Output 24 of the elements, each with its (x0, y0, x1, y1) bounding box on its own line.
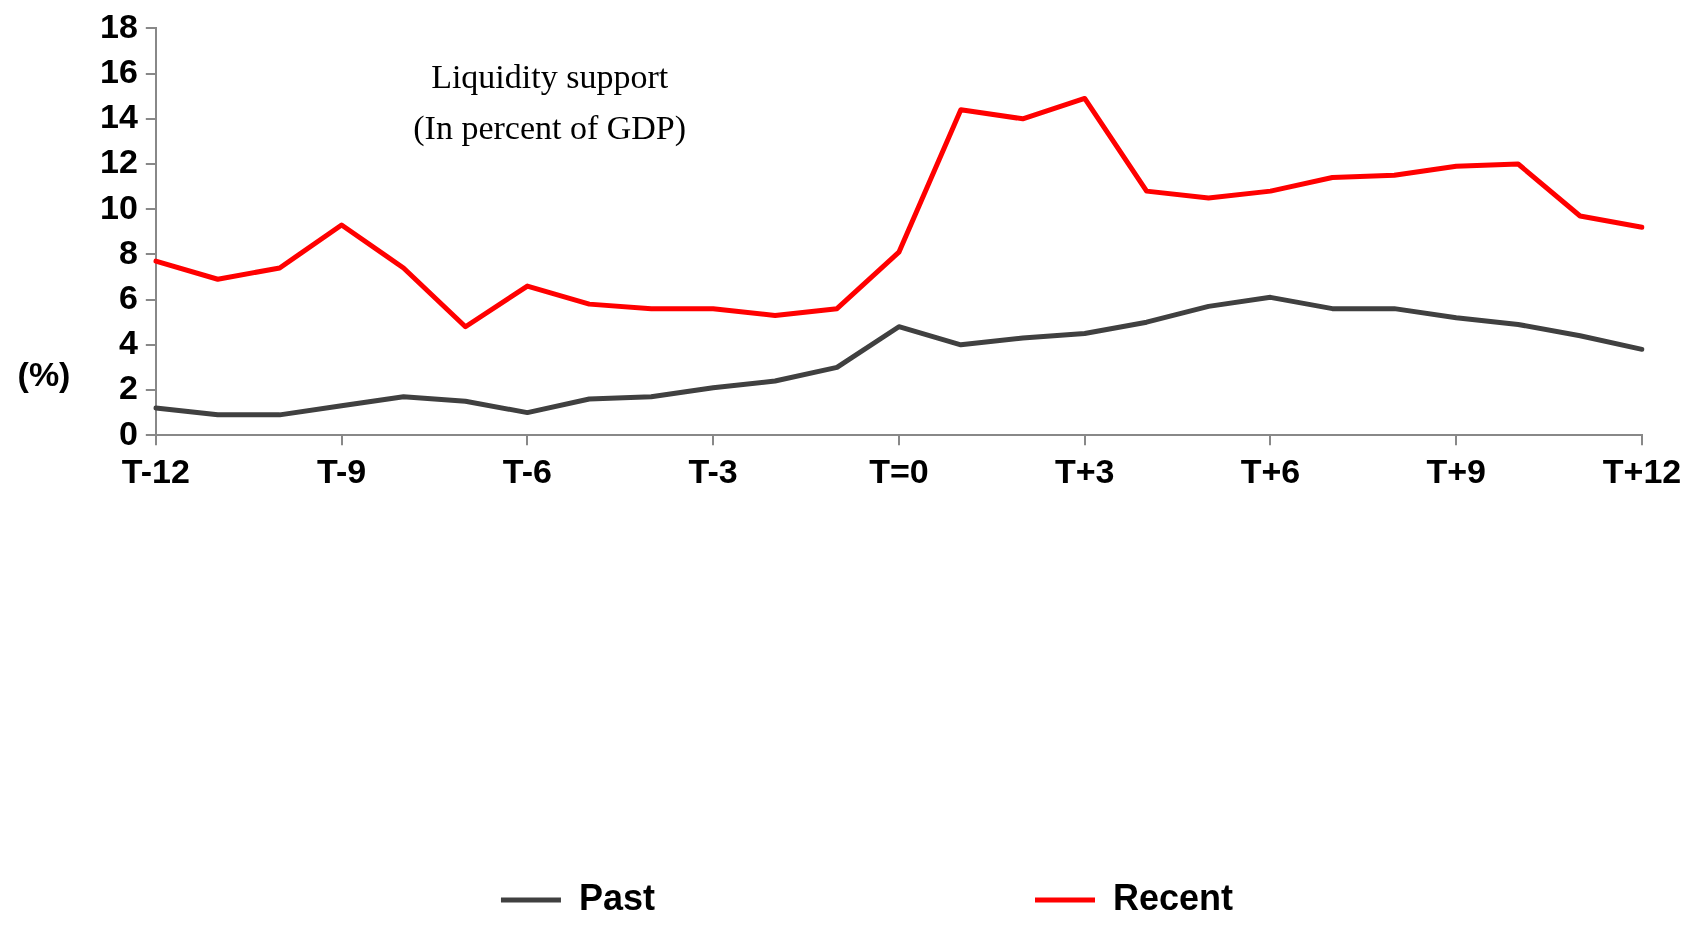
x-tick-label: T-9 (317, 451, 367, 490)
y-axis-title: (%) (17, 355, 71, 394)
x-tick-label: T=0 (869, 451, 929, 490)
y-tick-label: 18 (99, 6, 138, 45)
x-tick-label: T-3 (688, 451, 738, 490)
text: Liquidity support (431, 57, 669, 95)
x-tick-label: T+9 (1426, 451, 1486, 490)
x-tick-label: T+12 (1602, 451, 1682, 490)
y-tick-label: 4 (118, 323, 138, 362)
y-tick-label: 6 (118, 277, 138, 316)
y-tick-label: 0 (118, 413, 138, 452)
y-tick-label: 16 (99, 51, 138, 90)
y-tick-label: 12 (99, 142, 138, 181)
y-tick-label: 10 (99, 187, 138, 226)
y-tick-label: 2 (118, 368, 138, 407)
x-tick-label: T+3 (1054, 451, 1115, 490)
y-tick-label: 8 (118, 232, 138, 271)
y-tick-label: 14 (99, 97, 138, 136)
legend-label: Past (578, 876, 656, 918)
x-tick-label: T-12 (121, 451, 190, 490)
x-tick-label: T+6 (1240, 451, 1301, 490)
legend-label: Recent (1113, 876, 1234, 918)
text: (In percent of GDP) (413, 108, 687, 147)
x-tick-label: T-6 (502, 451, 552, 490)
